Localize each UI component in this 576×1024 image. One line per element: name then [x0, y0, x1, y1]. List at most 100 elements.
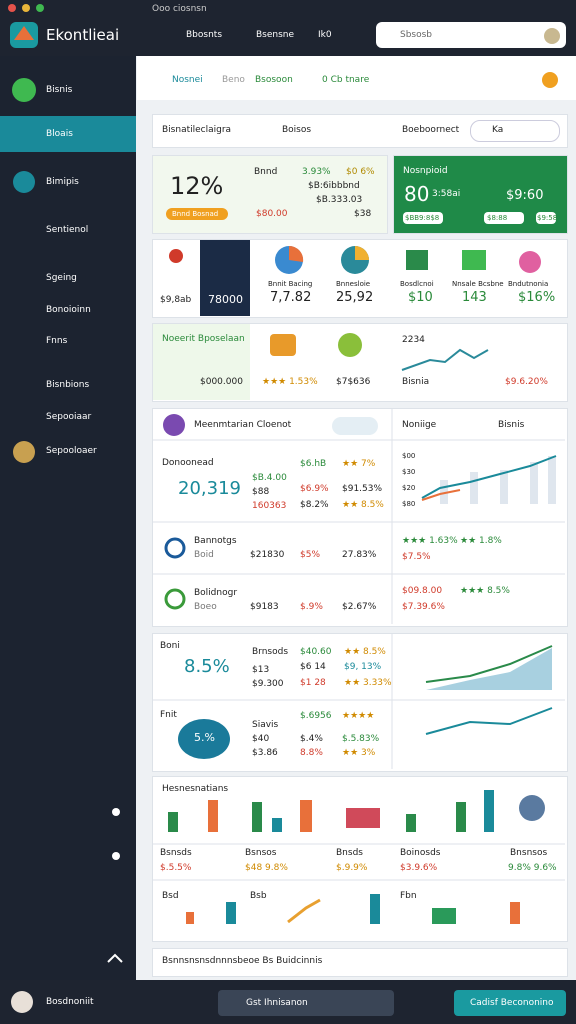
filter-select[interactable]: Bisnatileclaigra	[162, 125, 232, 135]
decoration	[519, 251, 541, 273]
nav-item[interactable]: Bisnbions	[46, 380, 90, 390]
section-title: Meenmtarian Cloenot	[194, 420, 292, 430]
nav-item[interactable]: Sentienol	[46, 225, 89, 235]
report-label: Bnsnsos	[510, 848, 548, 858]
search-box[interactable]	[376, 22, 566, 48]
primary-button-label[interactable]: Cadisf Becononino	[470, 998, 554, 1008]
cell: $.6956	[300, 711, 332, 721]
footer-card-text[interactable]: Bsnnsnsnsdnnnsbeoe Bs Buidcinnis	[162, 956, 323, 966]
report-group: Fbn	[400, 891, 417, 901]
tab[interactable]: Bsosoon	[255, 75, 293, 85]
filter-group[interactable]: Boeboornect	[402, 125, 460, 135]
cell: $1 28	[300, 678, 326, 688]
primary-button[interactable]	[454, 990, 566, 1016]
section-filter[interactable]: Bisnis	[498, 420, 525, 430]
decoration	[178, 719, 230, 759]
cell: $88	[252, 487, 270, 497]
nav-link[interactable]: Bbosnts	[186, 30, 223, 40]
nav-item[interactable]: Bimipis	[46, 177, 79, 187]
nav-item[interactable]: Bloais	[46, 129, 73, 139]
kpi-label: Bnnd	[254, 167, 278, 177]
section-select[interactable]: Noniige	[402, 420, 437, 430]
cell: $91.53%	[342, 484, 383, 494]
cell: 160363	[252, 501, 287, 511]
stat-value: 143	[462, 290, 487, 305]
search-placeholder[interactable]: Sbsosb	[400, 30, 433, 40]
cell: 27.83%	[342, 550, 377, 560]
decoration	[519, 795, 545, 821]
cell: $6.hB	[300, 459, 327, 469]
nav-item[interactable]: Sgeing	[46, 273, 77, 283]
active-nav[interactable]	[0, 116, 136, 152]
decoration	[164, 537, 186, 559]
stat-value: 25,92	[336, 290, 374, 305]
tab[interactable]: Beno	[222, 75, 245, 85]
cell: $21830	[250, 550, 285, 560]
cell: ★★★★	[342, 711, 375, 721]
decoration	[346, 808, 380, 828]
cell: ★★★ 1.63%	[402, 536, 458, 546]
row-sub: Boid	[194, 550, 214, 560]
promo-amount: $000.000	[200, 377, 243, 387]
highlight-pill[interactable]: $8:88	[487, 214, 508, 222]
highlight-pill[interactable]: $9:58	[537, 214, 558, 222]
decoration	[226, 902, 236, 924]
secondary-button-label[interactable]: Gst Ihnisanon	[246, 998, 308, 1008]
nav-item[interactable]: Sepooloaer	[46, 446, 97, 456]
decoration	[270, 334, 296, 356]
cell: ★★ 3.33%	[344, 678, 392, 688]
decoration	[536, 212, 556, 224]
nav-link[interactable]: Ik0	[318, 30, 332, 40]
bubble-value: 5.%	[194, 731, 215, 744]
tab[interactable]: Nosnei	[172, 75, 203, 85]
secondary-button[interactable]	[218, 990, 394, 1016]
filter-status[interactable]: Boisos	[282, 125, 312, 135]
cell: $40.60	[300, 647, 332, 657]
kpi-pill: Bnnd Bosnad	[172, 210, 219, 218]
window-title: Ooo ciosnsn	[152, 4, 207, 14]
reports-title: Hesnesnatians	[162, 784, 229, 794]
report-group: Bsb	[250, 891, 267, 901]
promo-price: $7$636	[336, 377, 371, 387]
nav-item[interactable]: Bisnis	[46, 85, 73, 95]
decoration	[484, 212, 524, 224]
decoration	[403, 212, 443, 224]
kpi-line: $B:6ibbbnd	[308, 181, 360, 191]
decoration	[300, 800, 312, 832]
decoration	[406, 250, 428, 270]
search-pill[interactable]	[470, 120, 560, 142]
report-label: Bsnsos	[245, 848, 277, 858]
tab-bar	[137, 56, 576, 100]
dark-cell	[200, 240, 250, 316]
nav-item[interactable]: Fnns	[46, 336, 68, 346]
decoration	[421, 455, 557, 499]
decoration	[355, 246, 369, 260]
nav-link[interactable]: Bsensne	[256, 30, 295, 40]
row-name: Bannotgs	[194, 536, 237, 546]
decoration	[401, 348, 489, 371]
nav-item[interactable]: Sepooiaar	[46, 412, 92, 422]
promo-rating: ★★★ 1.53%	[262, 377, 318, 387]
highlight-pill[interactable]: $BB9:8$8	[405, 214, 440, 222]
footer-card[interactable]	[152, 948, 568, 977]
stat-value: 7,7.82	[270, 290, 312, 305]
decoration	[272, 818, 282, 832]
cell: ★★ 8.5%	[344, 647, 386, 657]
decoration	[332, 417, 378, 435]
stat-label: Bnnesloie	[336, 280, 371, 288]
cell: Brnsods	[252, 647, 289, 657]
decoration	[440, 456, 556, 504]
tab[interactable]: 0 Cb tnare	[322, 75, 370, 85]
stat-label: Bndutnonia	[508, 280, 549, 288]
stat-value: 78000	[208, 293, 243, 306]
report-value: $3.9.6%	[400, 863, 438, 873]
report-value: $48 9.8%	[245, 863, 288, 873]
promo-count: 2234	[402, 335, 425, 345]
user-name: Bosdnoniit	[46, 997, 94, 1007]
decoration	[168, 802, 466, 832]
cell: ★★ 3%	[342, 748, 376, 758]
filter-search[interactable]: Ka	[492, 125, 504, 135]
decoration	[169, 249, 183, 263]
nav-item[interactable]: Bonoioinn	[46, 305, 91, 315]
